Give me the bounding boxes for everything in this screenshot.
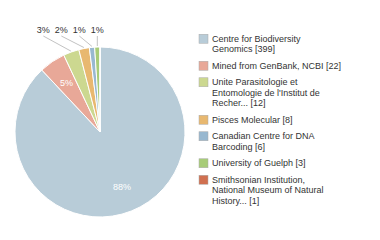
legend: Centre for BiodiversityGenomics [399] Min…: [199, 34, 341, 206]
pie-slice: [95, 47, 100, 132]
pie-slice: [100, 47, 101, 132]
data-label: 1%: [91, 25, 104, 35]
legend-label: University of Guelph [3]: [212, 158, 306, 168]
chart-container: 88% 5% 3% 2% 1% 1% Centre for BiodiversityGeno…: [0, 0, 380, 240]
legend-label: Mined from GenBank, NCBI [22]: [212, 61, 341, 71]
legend-label: Centre for BiodiversityGenomics [399]: [212, 34, 301, 55]
legend-label-line: Unite Parasitologie et: [212, 77, 298, 87]
legend-label-line: Barcoding [6]: [212, 142, 265, 152]
legend-label-line: Pisces Molecular [8]: [212, 115, 293, 125]
legend-label-line: Smithsonian Institution,: [212, 175, 305, 185]
pie-slice: [15, 47, 185, 217]
leader-line: [61, 36, 84, 48]
legend-item: Unite Parasitologie etEntomologie de l'I…: [199, 77, 320, 108]
data-label: 5%: [60, 78, 73, 88]
pie-slice: [89, 47, 100, 132]
legend-swatch: [199, 132, 208, 141]
chart: 88% 5% 3% 2% 1% 1% Centre for BiodiversityGeno…: [0, 0, 380, 240]
legend-label-line: Entomologie de l'Institut de: [212, 88, 320, 98]
data-label: 88%: [113, 182, 131, 192]
legend-swatch: [199, 78, 208, 87]
legend-label: Pisces Molecular [8]: [212, 115, 293, 125]
legend-item: University of Guelph [3]: [199, 158, 306, 168]
legend-label: Unite Parasitologie etEntomologie de l'I…: [212, 77, 320, 108]
legend-label-line: Canadian Centre for DNA: [212, 131, 315, 141]
data-label: 3%: [37, 25, 50, 35]
legend-swatch: [199, 175, 208, 184]
legend-label: Canadian Centre for DNABarcoding [6]: [212, 131, 315, 152]
legend-swatch: [199, 115, 208, 124]
legend-label-line: Centre for Biodiversity: [212, 34, 301, 44]
legend-item: Canadian Centre for DNABarcoding [6]: [199, 131, 315, 152]
legend-item: Pisces Molecular [8]: [199, 115, 293, 125]
legend-label-line: Genomics [399]: [212, 44, 275, 54]
legend-label-line: University of Guelph [3]: [212, 158, 306, 168]
legend-swatch: [199, 159, 208, 168]
legend-label-line: National Museum of Natural: [212, 185, 324, 195]
data-label: 1%: [73, 25, 86, 35]
legend-item: Mined from GenBank, NCBI [22]: [199, 61, 341, 71]
pie-slice: [79, 48, 100, 132]
leader-line: [97, 36, 98, 46]
legend-label-line: Mined from GenBank, NCBI [22]: [212, 61, 341, 71]
leader-line: [79, 36, 92, 46]
legend-swatch: [199, 34, 208, 43]
pie: [15, 47, 185, 217]
leader-line: [43, 36, 71, 51]
data-label: 2%: [55, 25, 68, 35]
legend-label: Smithsonian Institution,National Museum …: [212, 175, 324, 206]
legend-label-line: Recher... [12]: [212, 98, 266, 108]
legend-swatch: [199, 61, 208, 70]
legend-item: Centre for BiodiversityGenomics [399]: [199, 34, 301, 55]
legend-label-line: History... [1]: [212, 196, 259, 206]
data-labels: 88% 5% 3% 2% 1% 1%: [37, 25, 131, 192]
legend-item: Smithsonian Institution,National Museum …: [199, 175, 324, 206]
